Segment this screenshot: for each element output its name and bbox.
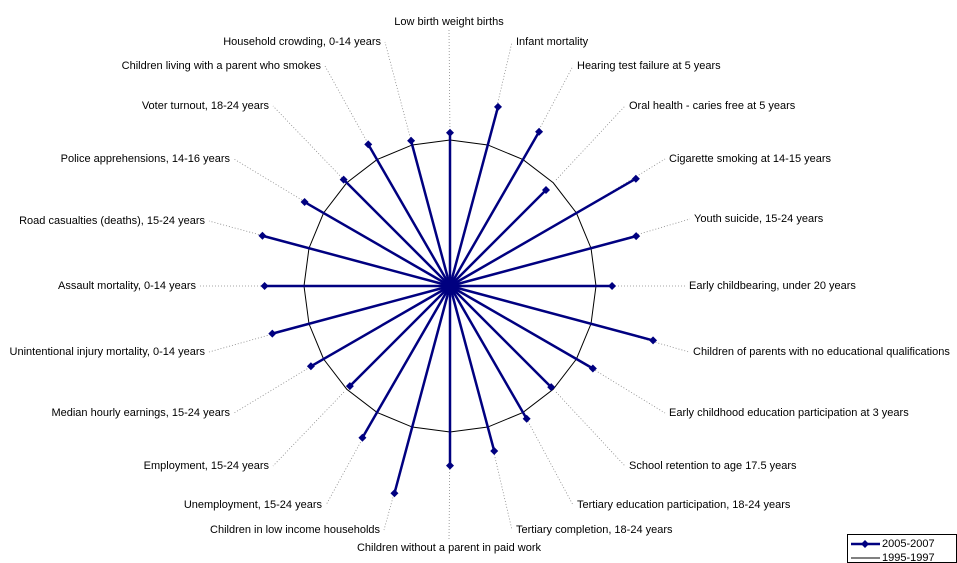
marker — [632, 232, 641, 241]
marker — [631, 174, 640, 183]
category-label: Cigarette smoking at 14-15 years — [669, 153, 832, 165]
spoke — [448, 131, 541, 287]
leader-line — [324, 65, 376, 157]
leader-line — [272, 105, 345, 181]
category-label: Children of parents with no educational … — [693, 346, 950, 358]
leader-line — [555, 391, 626, 467]
marker — [490, 446, 499, 455]
spoke — [348, 285, 451, 388]
spoke — [409, 140, 452, 287]
spoke — [367, 143, 452, 287]
category-label: School retention to age 17.5 years — [629, 460, 797, 472]
spoke — [361, 285, 452, 439]
marker — [493, 102, 502, 111]
marker — [608, 282, 617, 290]
spoke — [449, 284, 594, 370]
spoke — [449, 189, 547, 287]
marker — [390, 489, 399, 498]
spoke — [449, 285, 553, 389]
marker — [258, 231, 267, 240]
legend: 2005-2007 1995-1997 — [847, 534, 957, 563]
marker — [339, 175, 348, 184]
marker — [649, 336, 658, 345]
category-label: Early childhood education participation … — [669, 407, 909, 419]
spoke — [449, 177, 637, 288]
category-label: Employment, 15-24 years — [144, 460, 270, 472]
category-label: Unintentional injury mortality, 0-14 yea… — [10, 346, 206, 358]
category-label: Children in low income households — [210, 524, 380, 536]
marker — [542, 185, 551, 194]
marker — [535, 127, 544, 136]
spoke — [448, 285, 496, 452]
spoke — [393, 285, 452, 494]
category-label: Youth suicide, 15-24 years — [694, 213, 824, 225]
marker — [547, 383, 556, 392]
category-label: Police apprehensions, 14-16 years — [61, 153, 231, 165]
marker — [306, 362, 315, 371]
category-label: Oral health - caries free at 5 years — [629, 100, 796, 112]
category-label: Unemployment, 15-24 years — [184, 499, 323, 511]
leader-line — [272, 391, 345, 467]
spoke — [448, 285, 528, 420]
leader-line — [384, 41, 412, 142]
leader-line — [488, 41, 513, 142]
marker — [364, 140, 373, 149]
category-label: Children without a parent in paid work — [357, 542, 542, 554]
category-label: Tertiary education participation, 18-24 … — [577, 499, 791, 511]
category-label: Early childbearing, under 20 years — [689, 280, 856, 292]
marker — [407, 136, 416, 145]
category-label: Road casualties (deaths), 15-24 years — [19, 215, 205, 227]
category-label: Household crowding, 0-14 years — [223, 36, 381, 48]
spoke — [303, 200, 451, 288]
leader-line — [448, 29, 451, 137]
spoke — [449, 284, 654, 342]
leader-line — [488, 430, 513, 531]
category-label: Low birth weight births — [394, 16, 504, 28]
spoke — [271, 284, 451, 335]
leader-line — [325, 415, 376, 506]
marker — [588, 364, 597, 373]
leader-line — [524, 415, 574, 506]
category-label: Tertiary completion, 18-24 years — [516, 524, 673, 536]
category-label: Assault mortality, 0-14 years — [58, 280, 196, 292]
spoke — [310, 284, 451, 368]
spoke — [449, 234, 637, 288]
category-label: Voter turnout, 18-24 years — [142, 100, 270, 112]
category-label: Median hourly earnings, 15-24 years — [51, 407, 230, 419]
leader-line — [233, 360, 321, 414]
leader-line — [555, 105, 626, 181]
legend-label: 1995-1997 — [882, 552, 935, 563]
marker — [260, 282, 269, 290]
marker — [345, 382, 354, 391]
leader-line — [524, 65, 574, 157]
legend-label: 2005-2007 — [882, 538, 935, 550]
marker — [446, 461, 454, 470]
spoke — [262, 234, 451, 288]
marker — [358, 433, 367, 442]
category-label: Infant mortality — [516, 36, 589, 48]
marker — [522, 414, 531, 423]
spoke — [342, 178, 451, 287]
legend-marker — [861, 540, 869, 548]
category-label: Children living with a parent who smokes — [122, 60, 322, 72]
spoke — [448, 106, 500, 287]
marker — [446, 128, 454, 137]
marker — [268, 329, 277, 338]
marker — [300, 198, 309, 207]
category-label: Hearing test failure at 5 years — [577, 60, 721, 72]
